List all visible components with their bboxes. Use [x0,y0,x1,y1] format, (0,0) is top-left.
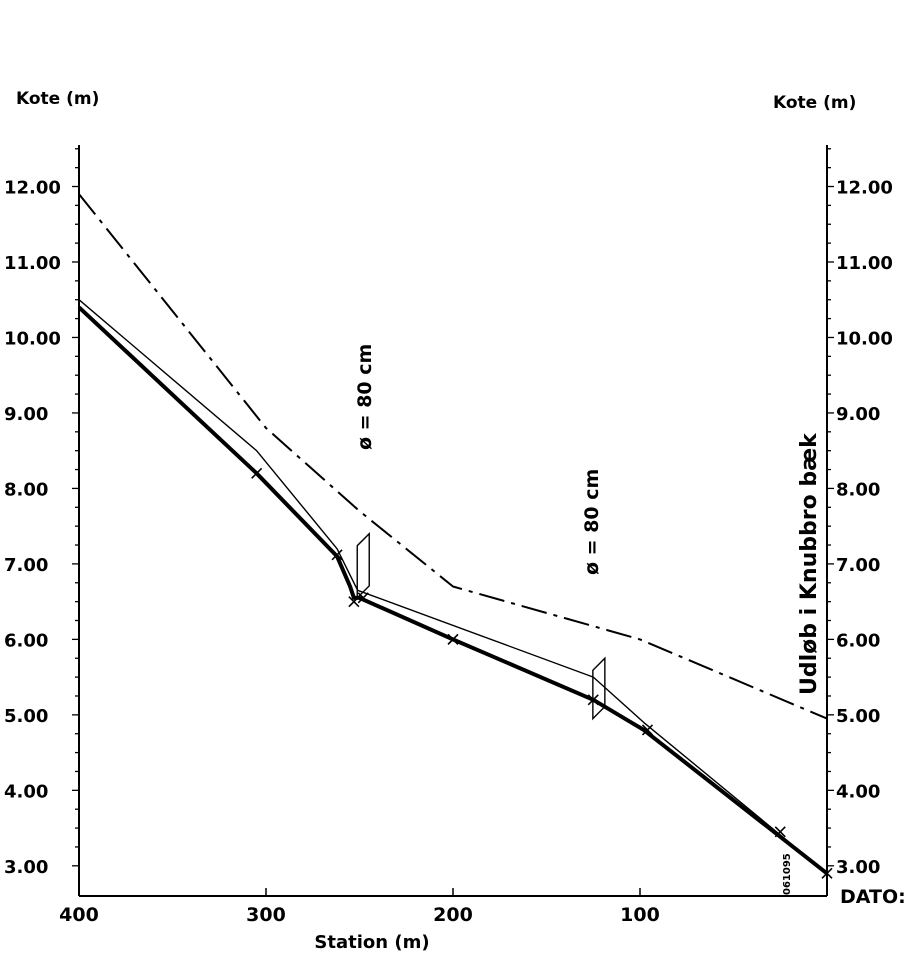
x-tick-label: 300 [246,904,286,926]
x-tick-label: 200 [433,904,473,926]
y-tick-label-right: 9.00 [836,404,880,425]
y-tick-label-right: 11.00 [836,253,893,274]
y-tick-label-left: 5.00 [4,706,48,727]
pipes-layer [356,532,606,721]
right-y-ticks: 3.00 4.00 5.00 6.00 7.00 8.00 9.00 10.00 11.00 12… [827,148,893,878]
measured-point [774,826,786,838]
pipe-label-2: ø = 80 cm [581,469,603,575]
left-axis-title: Kote (m) [16,89,99,109]
y-tick-label-right: 12.00 [836,178,893,199]
y-tick-label-left: 11.00 [4,253,61,274]
pipe-bottom-line [77,305,829,875]
y-tick-label-left: 3.00 [4,857,48,878]
measured-point [331,549,343,561]
y-tick-label-left: 7.00 [4,555,48,576]
left-y-ticks: 3.00 4.00 5.00 6.00 7.00 8.00 9.00 10.00 11.00 12… [4,148,79,878]
measured-point [447,633,459,645]
y-tick-label-left: 12.00 [4,178,61,199]
y-tick-label-left: 4.00 [4,781,48,802]
measured-points [251,467,833,879]
series-layer [77,193,829,875]
x-axis-title: Station (m) [314,932,429,953]
y-tick-label-right: 3.00 [836,857,880,878]
y-tick-label-right: 8.00 [836,479,880,500]
y-tick-label-right: 4.00 [836,781,880,802]
y-tick-label-left: 8.00 [4,479,48,500]
outlet-label: Udløb i Knubbro bæk [797,432,822,695]
pipe-section-marker [356,532,370,600]
x-tick-label: 400 [59,904,99,926]
y-tick-label-right: 6.00 [836,630,880,651]
y-tick-label-left: 9.00 [4,404,48,425]
y-tick-label-right: 5.00 [836,706,880,727]
x-ticks: 400 300 200 100 [59,888,660,926]
date-stamp: 061095 [782,853,793,895]
pipe-label-1: ø = 80 cm [354,344,376,450]
pipe-section-marker [592,656,606,721]
dato-label: DATO: [840,886,906,908]
x-tick-label: 100 [620,904,660,926]
y-tick-label-left: 10.00 [4,328,61,349]
y-tick-label-right: 10.00 [836,328,893,349]
right-axis-title: Kote (m) [773,93,856,113]
terrain-line [78,193,828,720]
y-tick-label-right: 7.00 [836,555,880,576]
measured-point [251,467,263,479]
measured-point [641,724,654,736]
measured-point [821,867,833,879]
y-tick-label-left: 6.00 [4,630,48,651]
